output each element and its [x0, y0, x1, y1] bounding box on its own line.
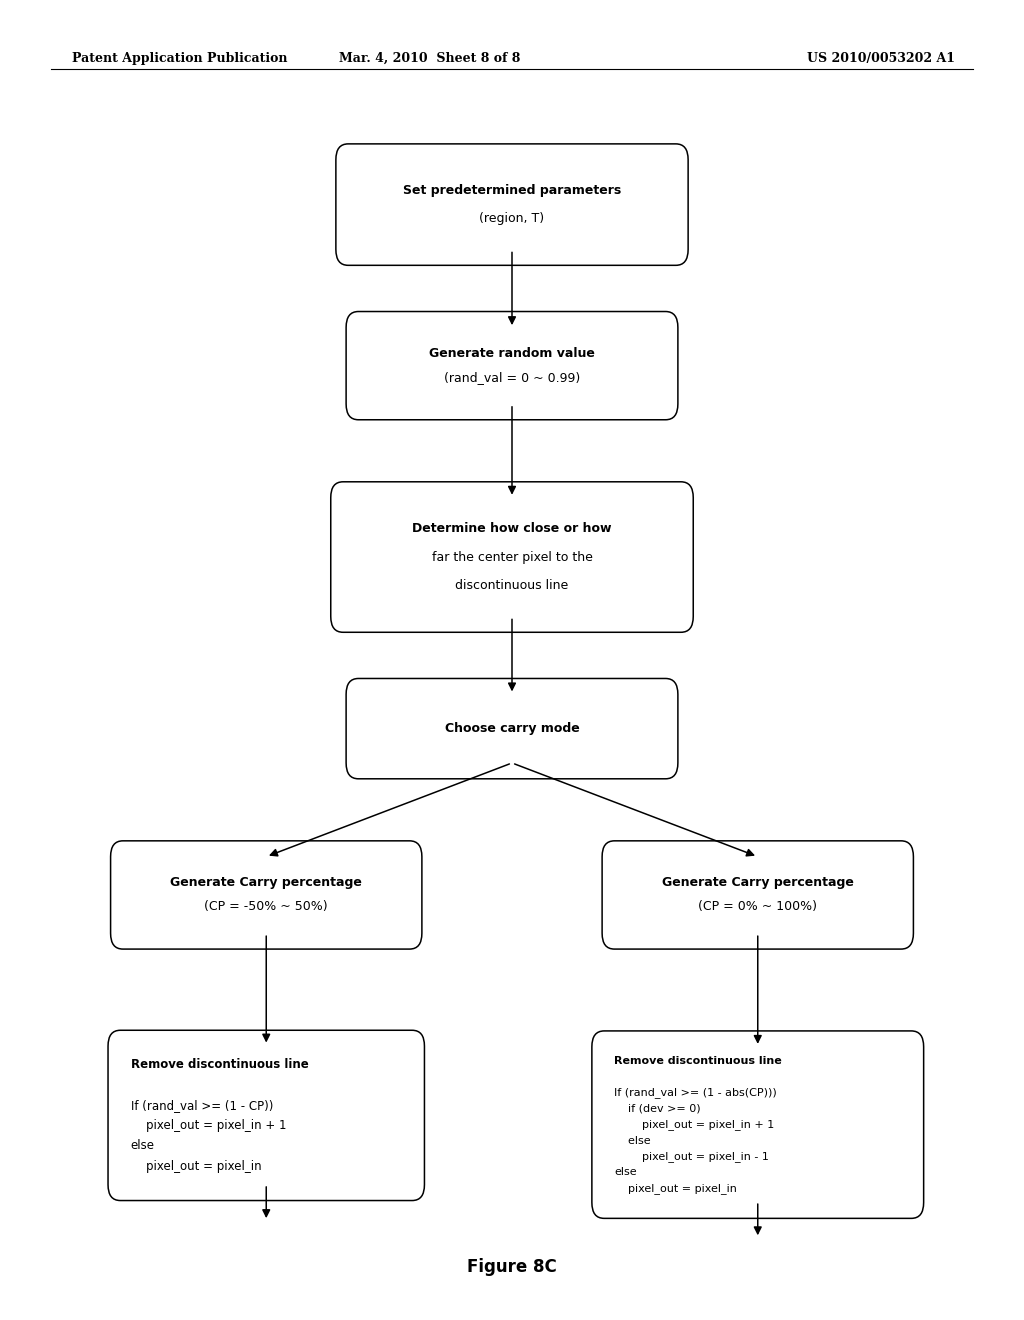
Text: far the center pixel to the: far the center pixel to the: [431, 550, 593, 564]
Text: Choose carry mode: Choose carry mode: [444, 722, 580, 735]
FancyBboxPatch shape: [592, 1031, 924, 1218]
Text: Patent Application Publication: Patent Application Publication: [72, 51, 287, 65]
Text: (CP = 0% ~ 100%): (CP = 0% ~ 100%): [698, 900, 817, 913]
FancyBboxPatch shape: [346, 312, 678, 420]
Text: (region, T): (region, T): [479, 213, 545, 226]
Text: Set predetermined parameters: Set predetermined parameters: [402, 183, 622, 197]
Text: Remove discontinuous line: Remove discontinuous line: [131, 1057, 308, 1071]
Text: Generate Carry percentage: Generate Carry percentage: [170, 876, 362, 890]
Text: else: else: [614, 1167, 637, 1177]
Text: Remove discontinuous line: Remove discontinuous line: [614, 1056, 782, 1067]
Text: (CP = -50% ~ 50%): (CP = -50% ~ 50%): [205, 900, 328, 913]
Text: if (dev >= 0): if (dev >= 0): [614, 1104, 701, 1114]
FancyBboxPatch shape: [109, 1030, 425, 1201]
Text: pixel_out = pixel_in - 1: pixel_out = pixel_in - 1: [614, 1151, 769, 1162]
Text: discontinuous line: discontinuous line: [456, 579, 568, 591]
Text: Generate random value: Generate random value: [429, 347, 595, 360]
Text: If (rand_val >= (1 - abs(CP))): If (rand_val >= (1 - abs(CP))): [614, 1088, 777, 1098]
Text: Determine how close or how: Determine how close or how: [413, 523, 611, 535]
FancyBboxPatch shape: [602, 841, 913, 949]
Text: pixel_out = pixel_in + 1: pixel_out = pixel_in + 1: [614, 1119, 774, 1130]
FancyBboxPatch shape: [336, 144, 688, 265]
Text: Mar. 4, 2010  Sheet 8 of 8: Mar. 4, 2010 Sheet 8 of 8: [339, 51, 521, 65]
FancyBboxPatch shape: [111, 841, 422, 949]
Text: else: else: [131, 1139, 155, 1152]
Text: pixel_out = pixel_in: pixel_out = pixel_in: [614, 1183, 737, 1193]
Text: US 2010/0053202 A1: US 2010/0053202 A1: [807, 51, 954, 65]
Text: If (rand_val >= (1 - CP)): If (rand_val >= (1 - CP)): [131, 1098, 273, 1111]
FancyBboxPatch shape: [346, 678, 678, 779]
Text: (rand_val = 0 ~ 0.99): (rand_val = 0 ~ 0.99): [443, 371, 581, 384]
Text: pixel_out = pixel_in: pixel_out = pixel_in: [131, 1160, 261, 1173]
Text: Figure 8C: Figure 8C: [467, 1258, 557, 1276]
Text: Generate Carry percentage: Generate Carry percentage: [662, 876, 854, 890]
Text: pixel_out = pixel_in + 1: pixel_out = pixel_in + 1: [131, 1119, 286, 1133]
Text: else: else: [614, 1135, 651, 1146]
FancyBboxPatch shape: [331, 482, 693, 632]
